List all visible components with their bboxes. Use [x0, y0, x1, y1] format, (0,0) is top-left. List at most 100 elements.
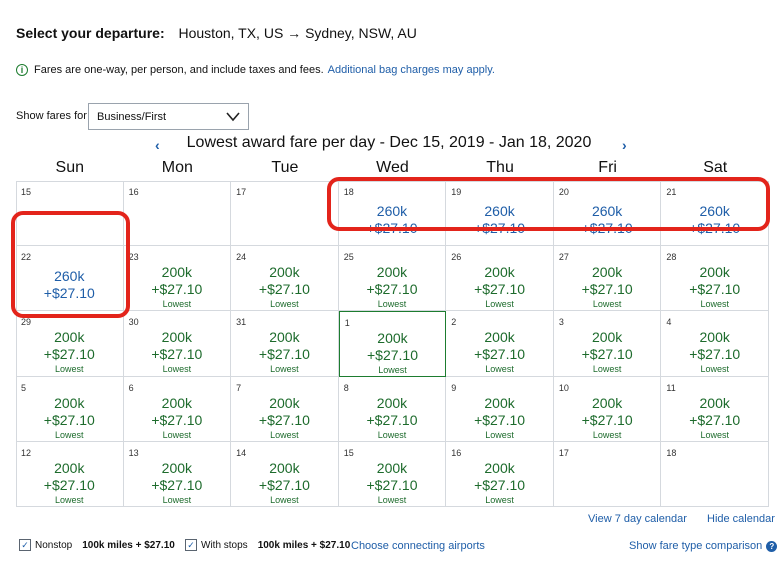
- chevron-left-icon[interactable]: ‹: [155, 137, 160, 153]
- calendar-day-cell[interactable]: 23 200k +$27.10 Lowest: [123, 246, 232, 312]
- fare-info: 200k +$27.10 Lowest: [339, 264, 446, 310]
- fare-info: 200k +$27.10 Lowest: [16, 329, 123, 375]
- day-number: 17: [236, 187, 247, 197]
- fare-info: 200k +$27.10 Lowest: [339, 395, 446, 441]
- view-7-day-link[interactable]: View 7 day calendar: [588, 513, 687, 525]
- day-number: 23: [128, 252, 139, 263]
- day-number: 16: [128, 187, 139, 197]
- fare-class-select[interactable]: Business/First: [88, 103, 249, 130]
- calendar-day-cell[interactable]: 16 200k +$27.10 Lowest: [446, 441, 554, 507]
- fare-info: 200k +$27.10 Lowest: [554, 329, 661, 375]
- calendar-day-cell: 15: [16, 181, 124, 247]
- calendar-day-cell[interactable]: 8 200k +$27.10 Lowest: [338, 376, 447, 442]
- weekday-label: Wed: [376, 159, 409, 176]
- fare-info: 200k +$27.10 Lowest: [16, 395, 123, 441]
- calendar-day-cell[interactable]: 13 200k +$27.10 Lowest: [123, 441, 232, 507]
- fare-info: 200k +$27.10 Lowest: [124, 395, 231, 441]
- connecting-airports-link[interactable]: Choose connecting airports: [351, 540, 485, 552]
- calendar-day-cell[interactable]: 29 200k +$27.10 Lowest: [16, 311, 124, 377]
- calendar-day-cell[interactable]: 4 200k +$27.10 Lowest: [661, 311, 769, 377]
- calendar-day-cell[interactable]: 5 200k +$27.10 Lowest: [16, 376, 124, 442]
- fare-miles: 200k: [377, 330, 408, 347]
- fare-comparison-link[interactable]: Show fare type comparison ?: [629, 540, 778, 552]
- calendar-day-cell[interactable]: 21 260k +$27.10: [661, 181, 769, 247]
- calendar-day-cell[interactable]: 27 200k +$27.10 Lowest: [553, 246, 662, 312]
- calendar-day-cell[interactable]: 22 260k +$27.10: [16, 246, 124, 312]
- calendar-day-cell[interactable]: 24 200k +$27.10 Lowest: [231, 246, 339, 312]
- calendar-day-cell[interactable]: 18 260k +$27.10: [338, 181, 447, 247]
- fare-tag: Lowest: [592, 429, 622, 440]
- stops-legend: ✓ With stops 100k miles + $27.10: [185, 539, 350, 551]
- calendar-day-cell[interactable]: 20 260k +$27.10: [553, 181, 662, 247]
- fare-miles: 260k: [484, 203, 515, 219]
- fare-info: 260k +$27.10: [554, 203, 661, 237]
- fare-info: 200k +$27.10 Lowest: [661, 264, 768, 310]
- fare-info: 200k +$27.10 Lowest: [231, 264, 338, 310]
- fare-tax: +$27.10: [151, 411, 203, 428]
- calendar-day-cell[interactable]: 15 200k +$27.10 Lowest: [338, 441, 447, 507]
- calendar-day-cell[interactable]: 25 200k +$27.10 Lowest: [338, 246, 447, 312]
- bag-charges-link[interactable]: Additional bag charges may apply.: [327, 64, 495, 76]
- nonstop-checkbox[interactable]: ✓: [19, 539, 31, 551]
- day-number: 2: [451, 317, 457, 328]
- calendar-day-cell[interactable]: 30 200k +$27.10 Lowest: [123, 311, 232, 377]
- fare-tag: Lowest: [485, 429, 514, 440]
- calendar-day-cell: 16: [123, 181, 232, 247]
- fare-info: 200k +$27.10 Lowest: [231, 329, 338, 375]
- calendar-day-cell[interactable]: 10 200k +$27.10 Lowest: [553, 376, 662, 442]
- fare-tax: +$27.10: [474, 346, 526, 363]
- fare-miles: 200k: [269, 264, 300, 281]
- fare-tag: Lowest: [485, 494, 514, 505]
- fare-tax: +$27.10: [366, 476, 418, 493]
- fare-info: 200k +$27.10 Lowest: [16, 460, 123, 506]
- fare-tag: Lowest: [377, 299, 407, 310]
- calendar-day-cell[interactable]: 26 200k +$27.10 Lowest: [446, 246, 554, 312]
- calendar-day-cell[interactable]: 12 200k +$27.10 Lowest: [16, 441, 124, 507]
- fare-miles: 200k: [484, 264, 515, 281]
- calendar-day-cell[interactable]: 2 200k +$27.10 Lowest: [446, 311, 554, 377]
- calendar-day-cell[interactable]: 6 200k +$27.10 Lowest: [123, 376, 232, 442]
- fare-miles: 200k: [161, 394, 193, 411]
- fare-miles: 200k: [376, 394, 408, 411]
- fare-tag: Lowest: [700, 429, 729, 440]
- fare-tag: Lowest: [55, 494, 84, 505]
- fare-tax: +$27.10: [151, 346, 203, 363]
- calendar-day-cell[interactable]: 19 260k +$27.10: [446, 181, 554, 247]
- calendar-day-cell[interactable]: 11 200k +$27.10 Lowest: [661, 376, 769, 442]
- chevron-right-icon[interactable]: ›: [622, 137, 627, 153]
- fare-miles: 200k: [699, 394, 730, 411]
- calendar-day-cell[interactable]: 3 200k +$27.10 Lowest: [553, 311, 662, 377]
- calendar-day-cell[interactable]: 9 200k +$27.10 Lowest: [446, 376, 554, 442]
- fare-info: 200k +$27.10 Lowest: [446, 395, 553, 441]
- fare-tax: +$27.10: [151, 476, 203, 493]
- fare-tax: +$27.10: [258, 346, 310, 363]
- help-icon[interactable]: ?: [766, 540, 778, 552]
- fare-tag: Lowest: [377, 494, 407, 505]
- weekday-label: Thu: [486, 159, 514, 176]
- day-number: 22: [21, 252, 32, 263]
- hide-calendar-link[interactable]: Hide calendar: [707, 513, 775, 525]
- fare-miles: 200k: [591, 329, 623, 346]
- fare-miles: 200k: [269, 394, 300, 411]
- day-number: 5: [21, 382, 27, 393]
- fare-info: 200k +$27.10 Lowest: [446, 329, 553, 375]
- fare-tax: +$27.10: [366, 411, 418, 428]
- fare-tax: +$27.10: [258, 281, 310, 298]
- day-number: 6: [128, 382, 134, 393]
- calendar-day-cell[interactable]: 1 200k +$27.10 Lowest: [338, 311, 447, 377]
- day-number: 29: [21, 317, 32, 328]
- calendar-day-cell[interactable]: 28 200k +$27.10 Lowest: [661, 246, 769, 312]
- day-number: 24: [236, 252, 247, 263]
- day-number: 12: [21, 447, 32, 458]
- fare-miles: 260k: [699, 203, 730, 219]
- calendar-day-cell[interactable]: 31 200k +$27.10 Lowest: [231, 311, 339, 377]
- fare-tag: Lowest: [270, 429, 299, 440]
- fare-tag: Lowest: [270, 299, 299, 310]
- calendar-day-cell[interactable]: 14 200k +$27.10 Lowest: [231, 441, 339, 507]
- with-stops-checkbox[interactable]: ✓: [185, 539, 197, 551]
- calendar-day-cell: 18: [661, 441, 769, 507]
- chevron-down-icon: [226, 112, 240, 122]
- calendar-day-cell[interactable]: 7 200k +$27.10 Lowest: [231, 376, 339, 442]
- fare-miles: 200k: [54, 394, 85, 411]
- fare-tax: +$27.10: [581, 281, 633, 298]
